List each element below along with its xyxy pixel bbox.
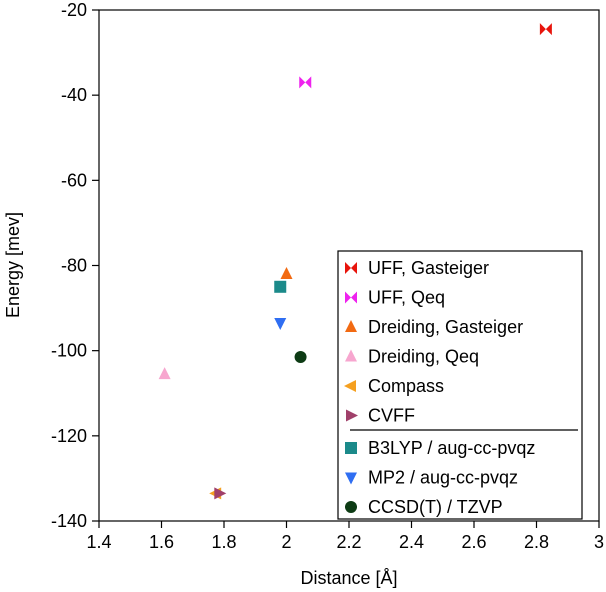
- legend-marker: [345, 291, 351, 304]
- legend-box: [337, 250, 583, 520]
- y-axis-ticks: -20 -40 -60 -80 -100 -120 -140: [51, 0, 99, 531]
- legend-label: CCSD(T) / TZVP: [368, 497, 503, 517]
- x-tick-label: 2.4: [399, 532, 424, 552]
- y-tick-label: -100: [51, 341, 87, 361]
- data-point: [539, 23, 546, 36]
- legend-label: Compass: [368, 376, 444, 396]
- legend-marker: [344, 380, 356, 392]
- legend-label: CVFF: [368, 406, 415, 426]
- legend-label: UFF, Gasteiger: [368, 258, 489, 278]
- x-tick-label: 2.8: [524, 532, 549, 552]
- x-tick-label: 2.2: [336, 532, 361, 552]
- data-point: [545, 23, 552, 36]
- legend-label: MP2 / aug-cc-pvqz: [368, 468, 518, 488]
- legend-marker: [345, 320, 357, 332]
- data-point: [294, 351, 307, 364]
- legend-label: UFF, Qeq: [368, 288, 445, 308]
- plot-frame: [98, 9, 600, 522]
- legend-marker: [345, 442, 357, 454]
- legend-marker: [345, 501, 357, 513]
- data-point: [305, 76, 312, 89]
- data-point: [274, 280, 287, 293]
- x-tick-label: 1.4: [86, 532, 111, 552]
- y-tick-label: -60: [61, 170, 87, 190]
- x-tick-label: 3: [594, 532, 604, 552]
- data-points: [158, 23, 552, 500]
- legend-label: B3LYP / aug-cc-pvqz: [368, 438, 535, 458]
- legend-marker: [346, 409, 358, 422]
- y-tick-label: -120: [51, 426, 87, 446]
- legend-marker: [345, 262, 351, 274]
- x-tick-label: 2: [281, 532, 291, 552]
- x-tick-label: 1.8: [211, 532, 236, 552]
- y-axis-label: Energy [mev]: [3, 212, 23, 318]
- legend: UFF, Gasteiger UFF, Qeq Dreiding, Gasteige…: [337, 250, 583, 520]
- y-tick-label: -20: [61, 0, 87, 20]
- y-tick-label: -40: [61, 85, 87, 105]
- data-point: [158, 367, 171, 380]
- legend-label: Dreiding, Gasteiger: [368, 317, 523, 337]
- x-axis-ticks: 1.4 1.6 1.8 2 2.2 2.4 2.6 2.8 3: [86, 521, 604, 552]
- y-tick-label: -140: [51, 511, 87, 531]
- data-point: [214, 487, 227, 500]
- data-point: [299, 76, 306, 89]
- x-tick-label: 1.6: [149, 532, 174, 552]
- legend-label: Dreiding, Qeq: [368, 347, 479, 367]
- y-tick-label: -80: [61, 256, 87, 276]
- legend-marker: [345, 349, 357, 362]
- legend-marker: [351, 291, 357, 304]
- x-tick-label: 2.6: [461, 532, 486, 552]
- x-axis-label: Distance [Å]: [300, 568, 397, 588]
- legend-marker: [345, 472, 357, 485]
- data-point: [280, 267, 293, 280]
- legend-marker: [351, 262, 357, 274]
- data-point: [274, 317, 287, 330]
